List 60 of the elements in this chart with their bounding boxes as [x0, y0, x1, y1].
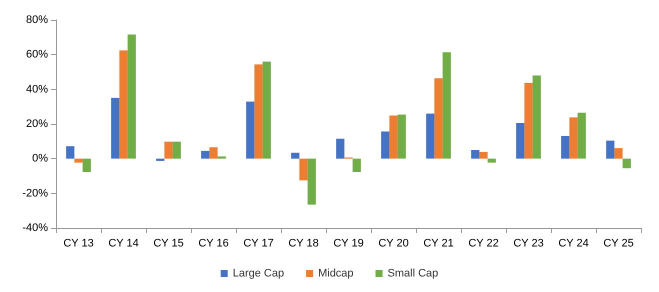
- x-tick-label: CY 14: [108, 238, 139, 250]
- bar: [291, 152, 300, 159]
- y-tick-label: 0%: [32, 152, 48, 165]
- x-tick-label: CY 13: [63, 238, 94, 250]
- bar: [218, 156, 226, 159]
- bar: [308, 158, 316, 205]
- x-tick-label: CY 24: [558, 238, 589, 250]
- y-tick-label: 80%: [26, 14, 48, 26]
- bar: [262, 62, 271, 159]
- bar: [532, 75, 541, 159]
- bar: [434, 78, 443, 159]
- y-tick-label: 20%: [26, 118, 48, 130]
- x-tick-label: CY 20: [378, 238, 409, 250]
- bar: [119, 50, 128, 159]
- y-tick-label: -20%: [22, 187, 48, 200]
- bar: [578, 112, 586, 159]
- bar: [82, 158, 91, 172]
- bar: [352, 158, 361, 172]
- y-tick-label: 60%: [26, 48, 48, 61]
- bar: [74, 158, 83, 163]
- bar: [381, 131, 390, 159]
- legend-label: Midcap: [318, 268, 354, 280]
- bar: [172, 142, 181, 159]
- legend-label: Large Cap: [232, 268, 284, 280]
- x-tick-label: CY 16: [198, 238, 229, 250]
- x-tick-label: CY 15: [153, 238, 184, 250]
- bar: [569, 117, 578, 159]
- bar: [254, 64, 263, 159]
- x-tick-label: CY 21: [423, 238, 454, 250]
- bar: [246, 102, 254, 159]
- bar: [111, 98, 120, 159]
- x-tick-label: CY 25: [603, 238, 634, 250]
- x-tick-label: CY 22: [468, 238, 499, 250]
- x-tick-label: CY 19: [333, 238, 364, 250]
- x-tick-label: CY 23: [513, 238, 544, 250]
- bar: [606, 140, 614, 159]
- legend-label: Small Cap: [388, 268, 438, 280]
- bar: [66, 146, 74, 159]
- bar: [622, 158, 631, 168]
- y-tick-label: -40%: [22, 222, 48, 234]
- bar: [389, 116, 398, 159]
- x-tick-label: CY 17: [243, 238, 274, 250]
- bar: [336, 138, 344, 159]
- y-tick-label: 40%: [26, 83, 48, 96]
- bar: [488, 158, 496, 163]
- bar: [209, 147, 218, 159]
- bar: [426, 114, 434, 159]
- bar: [398, 114, 406, 159]
- bar: [128, 34, 136, 159]
- bar: [561, 136, 570, 159]
- bar: [299, 158, 308, 180]
- bar: [516, 122, 524, 159]
- bar: [614, 148, 623, 159]
- bar: [164, 142, 173, 159]
- bar: [524, 82, 533, 159]
- bar: [201, 150, 210, 159]
- bar: [471, 150, 480, 159]
- bar: [442, 52, 451, 159]
- bar: [479, 152, 488, 159]
- x-tick-label: CY 18: [288, 238, 319, 250]
